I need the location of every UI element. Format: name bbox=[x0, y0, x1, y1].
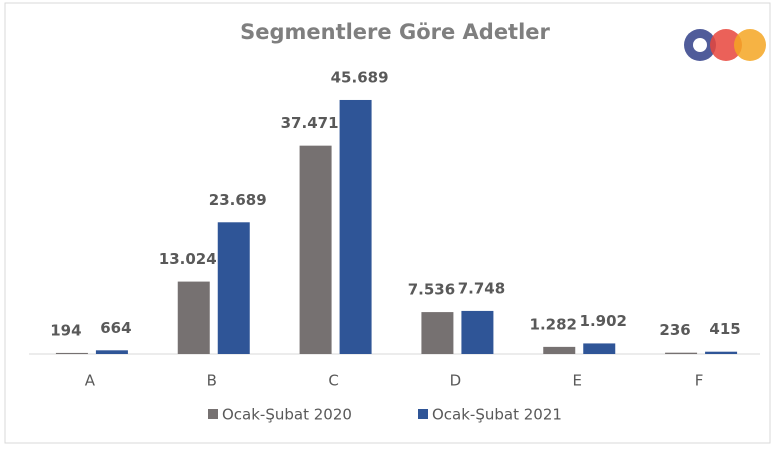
bar bbox=[299, 145, 332, 354]
bar bbox=[55, 352, 88, 354]
x-tick-label: F bbox=[695, 372, 704, 390]
x-tick-label: A bbox=[85, 372, 96, 390]
legend-label: Ocak-Şubat 2021 bbox=[432, 406, 562, 424]
bar bbox=[339, 99, 372, 354]
legend-swatch bbox=[208, 409, 218, 419]
value-label: 1.282 bbox=[530, 315, 577, 333]
bar bbox=[461, 310, 494, 354]
bar bbox=[95, 350, 128, 354]
value-label: 23.689 bbox=[209, 191, 267, 209]
value-label: 194 bbox=[50, 321, 81, 339]
legend-swatch bbox=[418, 409, 428, 419]
x-tick-label: E bbox=[573, 372, 582, 390]
value-label: 7.536 bbox=[408, 281, 455, 299]
bar bbox=[705, 351, 738, 354]
x-tick-label: B bbox=[207, 372, 217, 390]
value-label: 236 bbox=[659, 321, 690, 339]
bar bbox=[421, 312, 454, 354]
value-label: 37.471 bbox=[281, 114, 339, 132]
x-tick-label: C bbox=[328, 372, 338, 390]
value-label: 415 bbox=[709, 320, 740, 338]
bar bbox=[543, 346, 576, 354]
value-label: 45.689 bbox=[331, 68, 389, 86]
bar bbox=[665, 352, 698, 354]
bar bbox=[177, 281, 210, 354]
legend-label: Ocak-Şubat 2020 bbox=[222, 406, 352, 424]
chart-border bbox=[4, 2, 771, 444]
x-tick-label: D bbox=[450, 372, 462, 390]
bar bbox=[583, 343, 616, 354]
value-label: 664 bbox=[100, 319, 131, 337]
logo bbox=[684, 29, 766, 61]
value-label: 1.902 bbox=[580, 312, 627, 330]
value-label: 7.748 bbox=[458, 279, 505, 297]
bar bbox=[217, 222, 250, 354]
value-label: 13.024 bbox=[159, 250, 217, 268]
chart-title: Segmentlere Göre Adetler bbox=[240, 20, 550, 44]
